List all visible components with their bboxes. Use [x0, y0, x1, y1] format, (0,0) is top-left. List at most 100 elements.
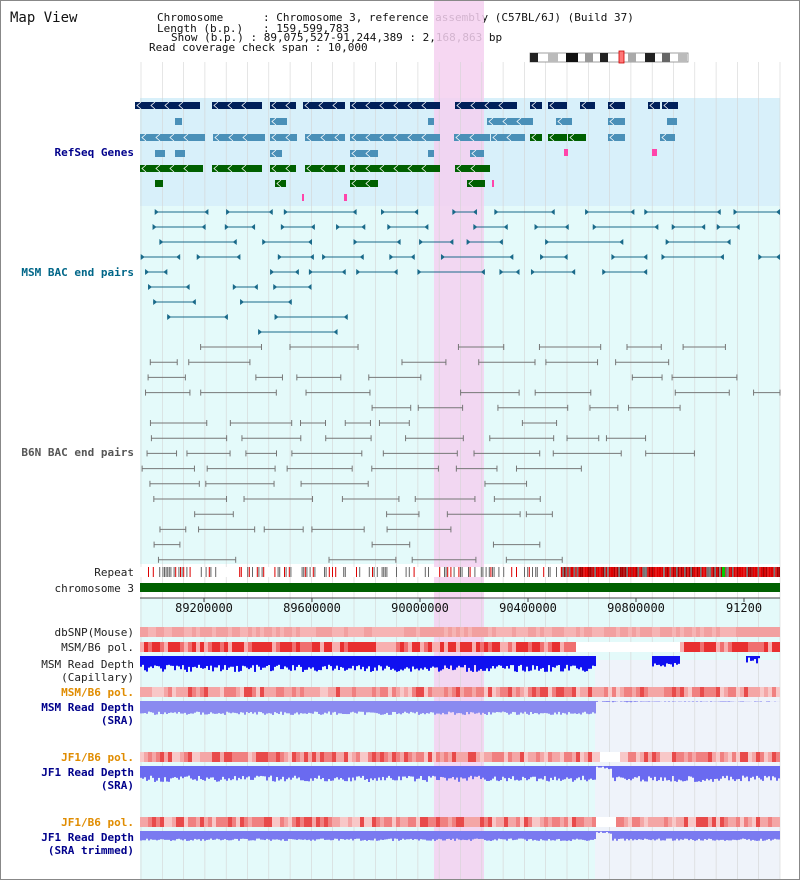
jf1-b6-pol-cell — [288, 752, 292, 762]
jf1-b6-pol-cell — [596, 752, 600, 762]
repeat-element — [636, 567, 638, 577]
jf1-sra-depth-bar — [454, 766, 456, 780]
track-label-msm-read-depth-sra[interactable]: MSM Read Depth (SRA) — [41, 701, 134, 727]
repeat-element — [671, 567, 673, 577]
dbsnp-cell — [560, 627, 564, 637]
jf1-sra-depth-bar — [212, 766, 214, 778]
repeat-element — [700, 567, 702, 577]
msm-b6-pol-sra-cell — [620, 687, 624, 697]
msm-capillary-depth-bar — [752, 656, 754, 661]
jf1-trim-depth-bar — [212, 831, 214, 840]
msm-b6-pol-cell — [496, 642, 500, 652]
msm-b6-pol-cell — [168, 642, 172, 652]
ideogram-band — [548, 53, 558, 62]
jf1-b6-pol-trim-cell — [228, 817, 232, 827]
msm-b6-pol-sra-cell — [512, 687, 516, 697]
jf1-b6-pol-cell — [300, 752, 304, 762]
jf1-b6-pol-trim-cell — [492, 817, 496, 827]
jf1-trim-depth-bar — [346, 831, 348, 840]
msm-b6-pol-sra-cell — [744, 687, 748, 697]
msm-bac-end — [167, 314, 172, 320]
msm-b6-pol-sra-cell — [712, 687, 716, 697]
msm-b6-pol-sra-cell — [560, 687, 564, 697]
jf1-sra-depth-bar — [322, 766, 324, 778]
msm-b6-pol-sra-cell — [192, 687, 196, 697]
msm-bac-end — [619, 239, 624, 245]
jf1-b6-pol-trim-cell — [344, 817, 348, 827]
msm-bac-end — [145, 269, 150, 275]
gene-strand-arrow — [271, 133, 277, 142]
jf1-sra-depth-bar — [152, 766, 154, 778]
jf1-trim-depth-bar — [160, 831, 162, 840]
repeat-element — [482, 567, 484, 577]
msm-sra-depth-bar — [194, 701, 196, 713]
dbsnp-cell — [544, 627, 548, 637]
jf1-trim-depth-bar — [364, 831, 366, 840]
jf1-trim-depth-bar — [622, 831, 624, 839]
msm-sra-depth-bar — [450, 701, 452, 713]
jf1-trim-depth-bar — [562, 831, 564, 841]
repeat-element — [626, 567, 628, 577]
msm-sra-depth-bar — [148, 701, 150, 712]
jf1-trim-depth-bar — [388, 831, 390, 839]
jf1-sra-depth-bar — [586, 766, 588, 782]
msm-b6-pol-cell — [464, 642, 468, 652]
jf1-trim-depth-bar — [518, 831, 520, 839]
jf1-trim-depth-bar — [272, 831, 274, 840]
dbsnp-cell — [712, 627, 716, 637]
msm-b6-pol-cell — [480, 642, 484, 652]
msm-capillary-depth-bar — [216, 656, 218, 668]
track-label-jf1-b6-pol-1[interactable]: JF1/B6 pol. — [61, 751, 134, 764]
track-label-msm-b6-pol-2[interactable]: MSM/B6 pol. — [61, 686, 134, 699]
dbsnp-cell — [736, 627, 740, 637]
jf1-trim-depth-bar — [144, 831, 146, 841]
jf1-trim-depth-bar — [422, 831, 424, 840]
msm-sra-depth-bar — [256, 701, 258, 715]
msm-sra-depth-bar — [330, 701, 332, 715]
jf1-b6-pol-cell — [532, 752, 536, 762]
gene-strand-arrow — [141, 164, 147, 173]
msm-b6-pol-cell — [544, 642, 548, 652]
msm-sra-depth-bar — [278, 701, 280, 715]
msm-sra-depth-bar — [556, 701, 558, 715]
jf1-trim-depth-bar — [182, 831, 184, 841]
jf1-trim-depth-bar — [358, 831, 360, 839]
track-label-refseq[interactable]: RefSeq Genes — [54, 146, 134, 159]
jf1-sra-depth-bar — [674, 766, 676, 782]
dbsnp-cell — [172, 627, 176, 637]
jf1-b6-pol-trim-cell — [216, 817, 220, 827]
track-label-msm-b6-pol-1[interactable]: MSM/B6 pol. — [61, 641, 134, 654]
msm-capillary-depth-bar — [470, 656, 472, 671]
msm-capillary-depth-bar — [462, 656, 464, 668]
track-label-b6n-bac[interactable]: B6N BAC end pairs — [21, 446, 134, 459]
jf1-sra-depth-bar — [712, 766, 714, 782]
msm-b6-pol-cell — [504, 642, 508, 652]
jf1-trim-depth-bar — [530, 831, 532, 840]
track-label-msm-bac[interactable]: MSM BAC end pairs — [21, 266, 134, 279]
msm-b6-pol-sra-cell — [644, 687, 648, 697]
msm-sra-depth-bar — [596, 701, 598, 702]
track-label-msm-read-depth-capillary[interactable]: MSM Read Depth (Capillary) — [41, 658, 134, 684]
gene-navy — [270, 102, 296, 109]
msm-b6-pol-sra-cell — [736, 687, 740, 697]
jf1-sra-depth-bar — [444, 766, 446, 778]
jf1-sra-depth-bar — [334, 766, 336, 779]
jf1-b6-pol-trim-cell — [776, 817, 780, 827]
track-label-dbsnp[interactable]: dbSNP(Mouse) — [54, 626, 134, 639]
repeat-element — [581, 567, 584, 577]
jf1-b6-pol-cell — [632, 752, 636, 762]
track-label-jf1-read-depth-sra[interactable]: JF1 Read Depth (SRA) — [41, 766, 134, 792]
jf1-sra-depth-bar — [320, 766, 322, 780]
track-label-jf1-read-depth-trimmed[interactable]: JF1 Read Depth (SRA trimmed) — [41, 831, 134, 857]
msm-sra-depth-bar — [742, 701, 744, 702]
jf1-trim-depth-bar — [292, 831, 294, 840]
repeat-element — [589, 567, 592, 577]
dbsnp-cell — [196, 627, 200, 637]
track-label-jf1-b6-pol-2[interactable]: JF1/B6 pol. — [61, 816, 134, 829]
jf1-b6-pol-cell — [204, 752, 208, 762]
jf1-trim-depth-bar — [390, 831, 392, 839]
msm-sra-depth-bar — [546, 701, 548, 714]
msm-capillary-depth-bar — [158, 656, 160, 667]
jf1-trim-depth-bar — [736, 831, 738, 841]
